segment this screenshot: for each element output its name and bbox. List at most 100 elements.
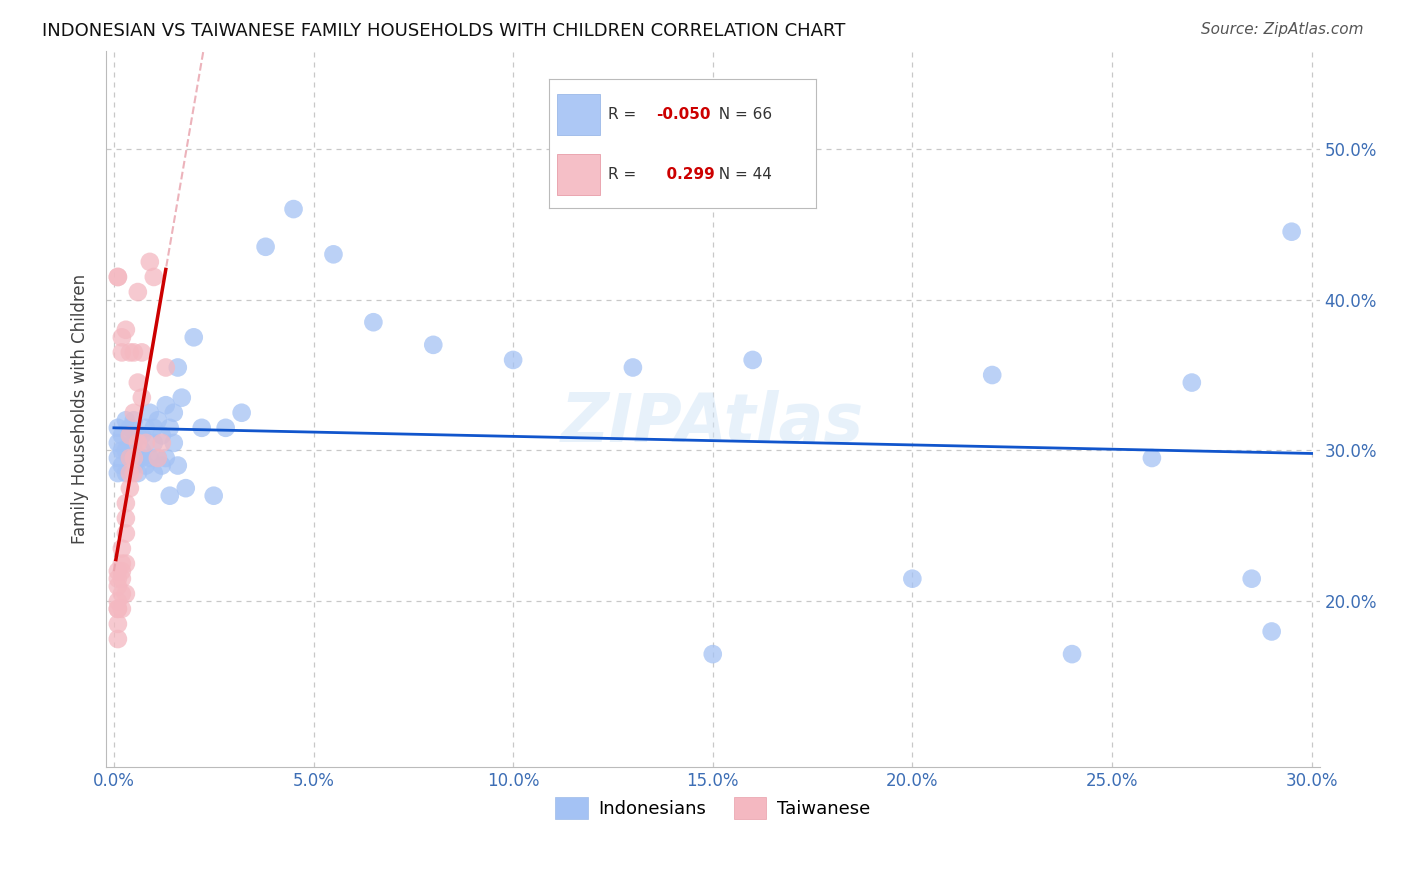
- Point: [142, 270, 165, 285]
- Point: [1260, 624, 1282, 639]
- Point: [115, 413, 138, 427]
- Point: [111, 602, 134, 616]
- Point: [174, 481, 197, 495]
- Point: [107, 579, 129, 593]
- Point: [118, 466, 141, 480]
- Point: [146, 413, 169, 427]
- Point: [111, 587, 134, 601]
- Point: [150, 436, 173, 450]
- Point: [190, 421, 212, 435]
- Text: ZIPAtlas: ZIPAtlas: [561, 391, 865, 457]
- Point: [901, 572, 924, 586]
- Point: [1060, 647, 1083, 661]
- Point: [135, 436, 157, 450]
- Point: [131, 345, 153, 359]
- Point: [115, 587, 138, 601]
- Point: [163, 406, 186, 420]
- Point: [1140, 450, 1163, 465]
- Point: [122, 436, 145, 450]
- Point: [122, 466, 145, 480]
- Point: [131, 428, 153, 442]
- Point: [170, 391, 193, 405]
- Point: [107, 616, 129, 631]
- Point: [363, 315, 385, 329]
- Point: [142, 436, 165, 450]
- Text: Source: ZipAtlas.com: Source: ZipAtlas.com: [1201, 22, 1364, 37]
- Point: [107, 450, 129, 465]
- Point: [1240, 572, 1263, 586]
- Point: [139, 406, 162, 420]
- Point: [118, 450, 141, 465]
- Point: [150, 458, 173, 473]
- Point: [111, 572, 134, 586]
- Y-axis label: Family Households with Children: Family Households with Children: [72, 274, 89, 544]
- Point: [150, 428, 173, 442]
- Point: [1181, 376, 1204, 390]
- Point: [159, 421, 181, 435]
- Point: [135, 421, 157, 435]
- Point: [111, 458, 134, 473]
- Point: [135, 458, 157, 473]
- Point: [111, 345, 134, 359]
- Point: [131, 450, 153, 465]
- Point: [155, 360, 177, 375]
- Point: [111, 541, 134, 556]
- Text: INDONESIAN VS TAIWANESE FAMILY HOUSEHOLDS WITH CHILDREN CORRELATION CHART: INDONESIAN VS TAIWANESE FAMILY HOUSEHOLD…: [42, 22, 845, 40]
- Point: [107, 572, 129, 586]
- Legend: Indonesians, Taiwanese: Indonesians, Taiwanese: [548, 789, 877, 826]
- Point: [142, 421, 165, 435]
- Point: [115, 511, 138, 525]
- Point: [283, 202, 305, 216]
- Point: [115, 496, 138, 510]
- Point: [122, 458, 145, 473]
- Point: [146, 450, 169, 465]
- Point: [741, 353, 763, 368]
- Point: [107, 466, 129, 480]
- Point: [111, 564, 134, 578]
- Point: [107, 632, 129, 646]
- Point: [115, 323, 138, 337]
- Point: [107, 436, 129, 450]
- Point: [702, 647, 724, 661]
- Point: [107, 594, 129, 608]
- Point: [215, 421, 238, 435]
- Point: [118, 450, 141, 465]
- Point: [122, 345, 145, 359]
- Point: [115, 557, 138, 571]
- Point: [1281, 225, 1303, 239]
- Point: [107, 564, 129, 578]
- Point: [254, 240, 277, 254]
- Point: [115, 466, 138, 480]
- Point: [127, 376, 149, 390]
- Point: [122, 450, 145, 465]
- Point: [139, 255, 162, 269]
- Point: [118, 421, 141, 435]
- Point: [107, 602, 129, 616]
- Point: [166, 360, 188, 375]
- Point: [183, 330, 205, 344]
- Point: [146, 450, 169, 465]
- Point: [122, 413, 145, 427]
- Point: [231, 406, 253, 420]
- Point: [115, 526, 138, 541]
- Point: [202, 489, 225, 503]
- Point: [107, 270, 129, 285]
- Point: [111, 428, 134, 442]
- Point: [142, 466, 165, 480]
- Point: [127, 285, 149, 299]
- Point: [155, 398, 177, 412]
- Point: [139, 450, 162, 465]
- Point: [155, 450, 177, 465]
- Point: [166, 458, 188, 473]
- Point: [107, 270, 129, 285]
- Point: [118, 428, 141, 442]
- Point: [118, 345, 141, 359]
- Point: [115, 443, 138, 458]
- Point: [621, 360, 644, 375]
- Point: [159, 489, 181, 503]
- Point: [127, 450, 149, 465]
- Point: [163, 436, 186, 450]
- Point: [122, 443, 145, 458]
- Point: [422, 338, 444, 352]
- Point: [111, 443, 134, 458]
